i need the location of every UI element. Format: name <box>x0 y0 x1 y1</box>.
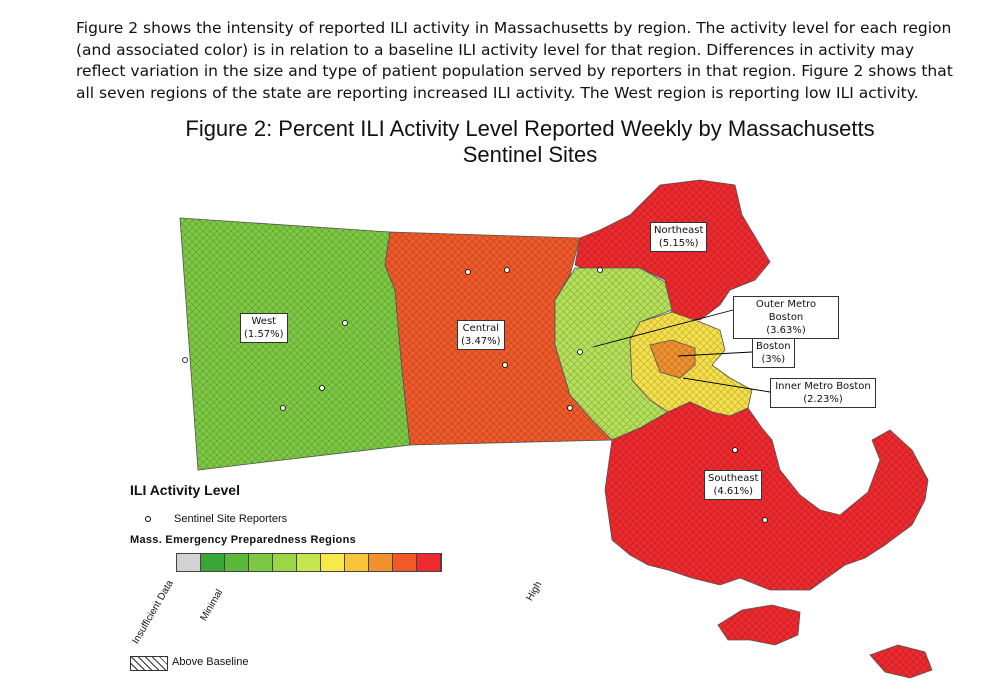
intro-paragraph: Figure 2 shows the intensity of reported… <box>76 19 953 102</box>
west-value: (1.57%) <box>244 329 284 340</box>
island-nantucket-hatch <box>870 645 932 678</box>
outer-metro-name: Outer Metro Boston <box>755 299 817 323</box>
central-value: (3.47%) <box>461 336 501 347</box>
region-southeast-hatch <box>605 402 928 590</box>
above-baseline-swatch <box>130 656 168 671</box>
sentinel-site-dot <box>567 405 573 411</box>
scale-swatch <box>393 554 417 571</box>
scale-swatch <box>225 554 249 571</box>
sentinel-site-dot <box>762 517 768 523</box>
scale-swatch <box>201 554 225 571</box>
boston-value: (3%) <box>761 354 786 365</box>
sentinel-site-dot <box>597 267 603 273</box>
legend-title: ILI Activity Level <box>130 482 240 498</box>
label-central: Central (3.47%) <box>457 320 505 350</box>
inner-metro-name: Inner Metro Boston <box>775 381 871 392</box>
central-name: Central <box>462 323 499 334</box>
above-baseline-label: Above Baseline <box>172 656 249 668</box>
inner-metro-value: (2.23%) <box>803 394 843 405</box>
outer-metro-value: (3.63%) <box>766 325 806 336</box>
label-inner-metro: Inner Metro Boston (2.23%) <box>770 378 876 408</box>
sentinel-site-dot <box>182 357 188 363</box>
label-southeast: Southeast (4.61%) <box>704 470 763 500</box>
sentinel-dot-icon <box>145 516 151 522</box>
label-outer-metro: Outer Metro Boston (3.63%) <box>733 296 839 339</box>
northeast-name: Northeast <box>654 225 704 236</box>
figure-title: Figure 2: Percent ILI Activity Level Rep… <box>185 116 875 167</box>
scale-swatch <box>177 554 201 571</box>
sentinel-site-dot <box>502 362 508 368</box>
sentinel-site-dots <box>182 267 768 523</box>
region-outer-metro-hatch <box>555 268 672 440</box>
sentinel-site-dot <box>342 320 348 326</box>
label-boston: Boston (3%) <box>752 338 795 368</box>
southeast-value: (4.61%) <box>713 486 754 497</box>
region-west-hatch <box>180 218 410 470</box>
southeast-name: Southeast <box>708 473 759 484</box>
scale-swatch <box>297 554 321 571</box>
legend-regions-label: Mass. Emergency Preparedness Regions <box>130 534 357 546</box>
scale-swatch <box>369 554 393 571</box>
outer-metro-leader <box>592 309 734 348</box>
region-boston-hatch <box>650 340 695 378</box>
sentinel-site-dot <box>280 405 286 411</box>
west-name: West <box>251 316 277 327</box>
label-northeast: Northeast (5.15%) <box>650 222 708 252</box>
scale-swatch <box>273 554 297 571</box>
sentinel-site-dot <box>319 385 325 391</box>
sentinel-site-dot <box>577 349 583 355</box>
sentinel-site-dot <box>465 269 471 275</box>
scale-swatch <box>321 554 345 571</box>
boston-name: Boston <box>756 341 791 352</box>
scale-swatch <box>345 554 369 571</box>
sentinel-site-dot <box>732 447 738 453</box>
boston-leader <box>677 351 753 357</box>
scale-swatch <box>417 554 441 571</box>
activity-color-scale <box>176 553 442 572</box>
sentinel-site-dot <box>504 267 510 273</box>
inner-metro-leader <box>682 377 771 393</box>
scale-swatch <box>249 554 273 571</box>
label-west: West (1.57%) <box>240 313 288 343</box>
northeast-value: (5.15%) <box>658 238 699 249</box>
legend-sentinel-label: Sentinel Site Reporters <box>174 513 288 525</box>
island-marthas-vineyard-hatch <box>718 605 800 645</box>
